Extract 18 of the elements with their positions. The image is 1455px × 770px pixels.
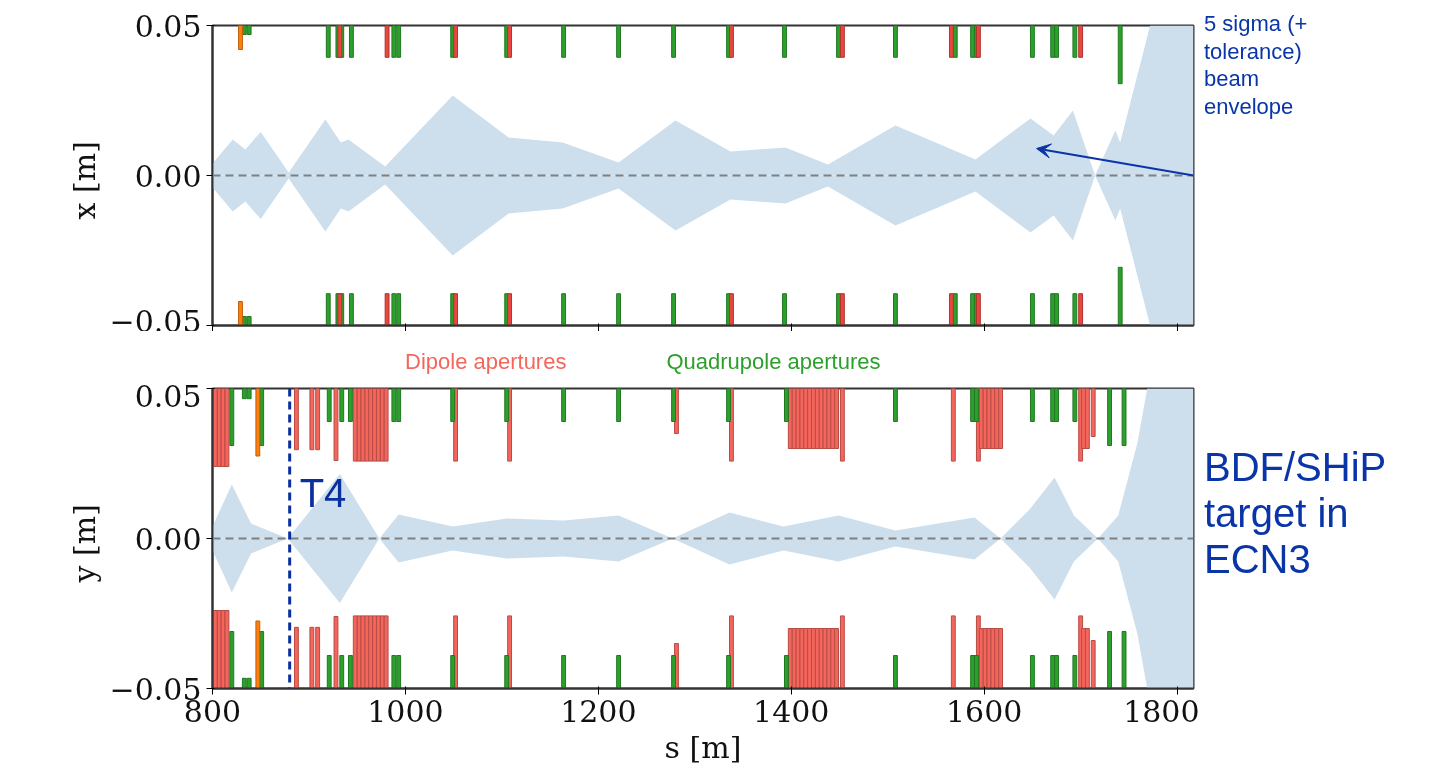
- ref-line-label: T4: [299, 470, 347, 515]
- y-axis-title: y [m]: [66, 504, 102, 584]
- y-tick-label: 0.05: [134, 8, 202, 44]
- series-label: Dipole apertures: [405, 349, 567, 374]
- y-tick-label: 0.00: [134, 521, 202, 557]
- x-tick-label: 1200: [560, 693, 637, 729]
- text: 5 sigma (+ tolerance) beam envelope: [1204, 10, 1308, 120]
- x-tick-label: 1400: [753, 693, 830, 729]
- series-label: Quadrupole apertures: [666, 349, 881, 374]
- x-tick-label: 1800: [1123, 693, 1200, 729]
- text: BDF/SHiP target in ECN3: [1204, 444, 1387, 582]
- y-tick-label: −0.05: [109, 303, 202, 339]
- x-tick-label: 1000: [367, 693, 444, 729]
- x-tick-label: 1600: [946, 693, 1023, 729]
- y-axis-title: x [m]: [66, 141, 102, 220]
- y-tick-label: 0.05: [134, 378, 202, 414]
- y-tick-label: 0.00: [134, 158, 202, 194]
- x-axis-title: s [m]: [664, 729, 742, 765]
